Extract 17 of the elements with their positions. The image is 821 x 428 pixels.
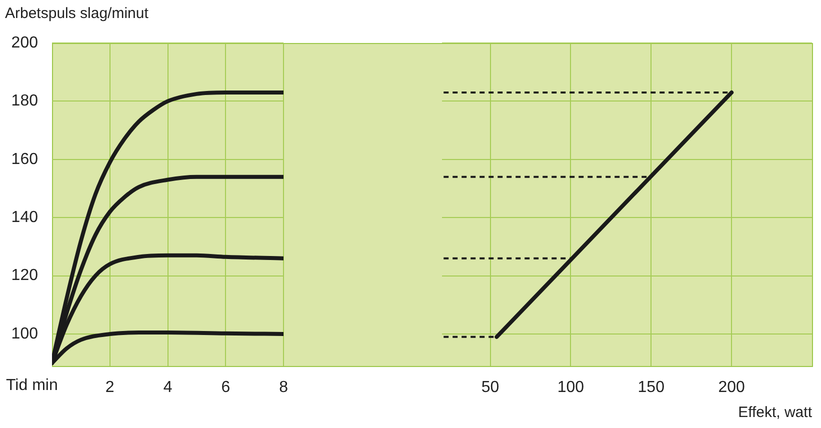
x-tick-label: 2 xyxy=(105,379,114,396)
x-axis-title: Tid min xyxy=(6,377,58,395)
x-tick-label: 8 xyxy=(279,379,288,396)
x-tick-label: 4 xyxy=(163,379,172,396)
x-tick-label: 100 xyxy=(557,379,584,396)
y-tick-label: 140 xyxy=(11,209,38,226)
x-tick-label: 200 xyxy=(718,379,746,396)
x-axis-title: Effekt, watt xyxy=(738,404,812,421)
y-tick-label: 160 xyxy=(11,150,38,168)
y-tick-label: 100 xyxy=(11,325,38,342)
y-tick-label: 180 xyxy=(11,92,38,110)
x-tick-label: 6 xyxy=(221,379,230,396)
y-tick-label: 200 xyxy=(11,34,38,52)
y-tick-label: 120 xyxy=(11,267,38,284)
y-axis-title: Arbetspuls slag/minut xyxy=(5,5,148,22)
x-tick-label: 150 xyxy=(638,379,665,396)
x-tick-label: 50 xyxy=(481,379,500,396)
